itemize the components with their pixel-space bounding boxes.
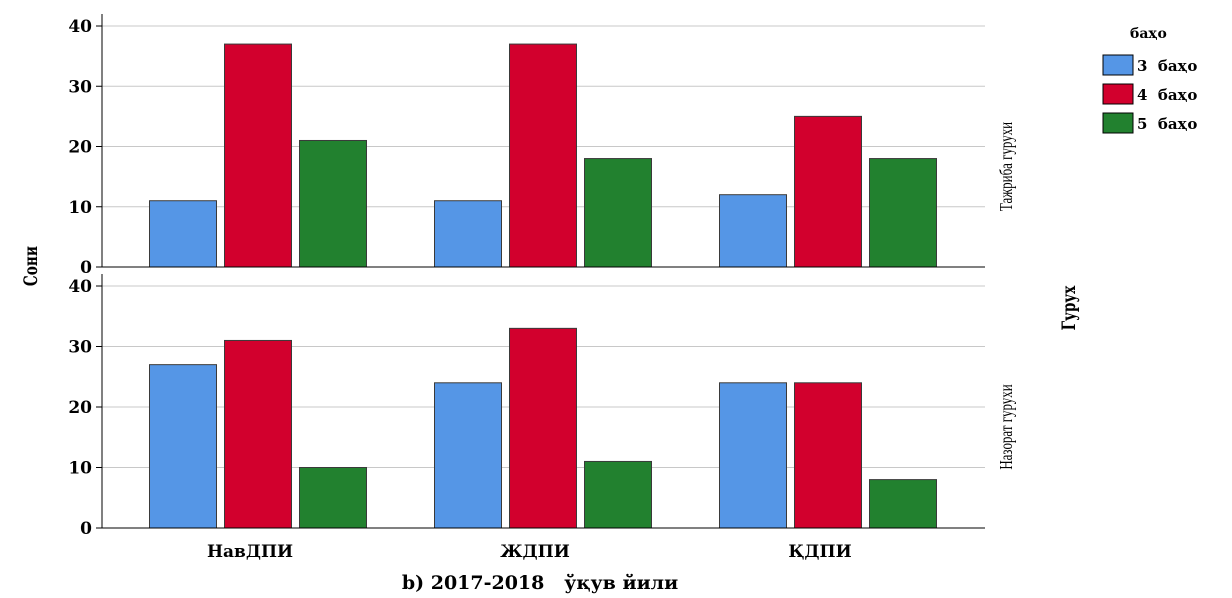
panel-label: Тажриба гурухи	[997, 121, 1017, 211]
legend-swatch	[1102, 112, 1134, 134]
y-tick-label: 30	[68, 77, 92, 97]
bar	[299, 467, 367, 529]
bar	[434, 200, 502, 268]
y-tick-label: 0	[80, 258, 92, 278]
row-facet-title: Гурух	[1057, 286, 1080, 331]
legend-label: 4 баҳо	[1137, 86, 1197, 104]
y-tick-label: 20	[68, 398, 92, 418]
bar	[224, 43, 292, 268]
bar	[794, 382, 862, 529]
y-tick-label: 40	[68, 17, 92, 37]
y-tick-label: 10	[68, 198, 92, 218]
bar	[719, 194, 787, 268]
y-tick-label: 20	[68, 138, 92, 158]
y-tick-label: 10	[68, 459, 92, 479]
y-tick-label: 40	[68, 277, 92, 297]
panel-label: Назорат гурухи	[997, 384, 1017, 470]
bar	[719, 382, 787, 529]
legend-label: 5 баҳо	[1137, 115, 1197, 133]
legend-label: 3 баҳо	[1137, 57, 1197, 75]
legend-title: баҳо	[1130, 26, 1167, 42]
bar	[509, 43, 577, 268]
bar	[869, 158, 937, 268]
chart-subtitle: b) 2017-2018 ўқув йили	[402, 572, 678, 594]
bar	[149, 200, 217, 268]
bar	[584, 158, 652, 268]
bar	[794, 115, 862, 268]
legend: баҳо 3 баҳо 4 баҳо 5 баҳо	[1102, 26, 1197, 134]
bar	[149, 364, 217, 529]
x-tick-label: ЖДПИ	[500, 542, 570, 562]
legend-swatch	[1102, 54, 1134, 76]
bar	[869, 479, 937, 529]
bars	[149, 43, 937, 529]
legend-swatch	[1102, 83, 1134, 105]
y-tick-label: 30	[68, 338, 92, 358]
labels: Сони Гурух b) 2017-2018 ўқув йили 0 10 20 3…	[19, 17, 1080, 594]
bar	[509, 327, 577, 529]
bar	[584, 460, 652, 529]
bar	[299, 139, 367, 268]
y-tick-label: 0	[80, 519, 92, 539]
axes	[96, 14, 985, 529]
bar	[434, 382, 502, 529]
y-axis-title: Сони	[19, 246, 42, 286]
x-tick-label: НавДПИ	[207, 542, 293, 562]
x-tick-label: ҚДПИ	[788, 542, 851, 562]
bar	[224, 339, 292, 529]
